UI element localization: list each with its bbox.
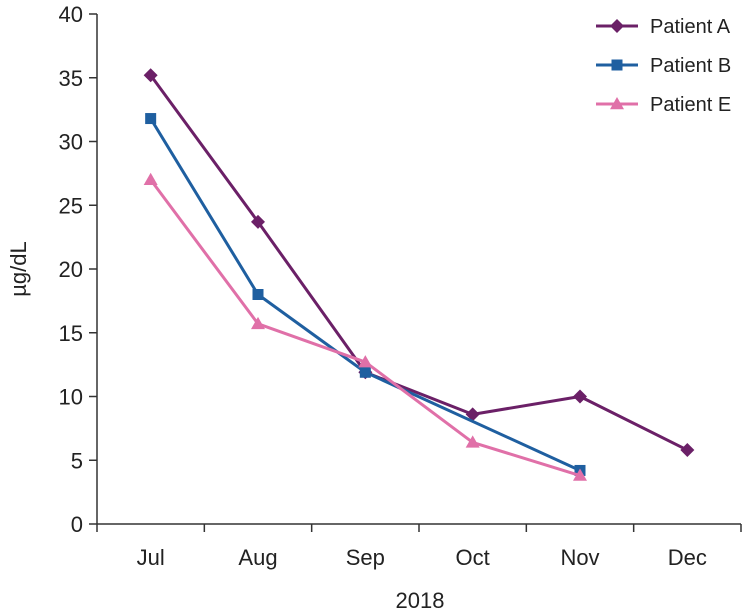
x-tick-label: Jul xyxy=(137,545,165,570)
data-point xyxy=(573,389,587,404)
y-tick-label: 25 xyxy=(59,193,83,218)
data-point xyxy=(573,468,587,481)
data-point xyxy=(143,172,158,185)
x-tick-label: Nov xyxy=(560,545,599,570)
series-patient-e xyxy=(143,172,587,481)
legend-item: Patient B xyxy=(596,55,731,77)
data-point xyxy=(680,443,695,458)
x-tick-label: Sep xyxy=(346,545,385,570)
y-tick-label: 20 xyxy=(59,257,83,282)
legend: Patient A Patient B Patient E xyxy=(596,16,731,116)
y-tick-label: 10 xyxy=(59,385,83,410)
axes xyxy=(96,14,741,525)
data-point xyxy=(359,366,371,378)
series-group xyxy=(143,68,695,481)
legend-label: Patient B xyxy=(650,55,731,77)
series-line xyxy=(149,74,689,452)
data-point xyxy=(251,316,265,330)
legend-marker xyxy=(611,59,623,71)
legend-marker xyxy=(610,19,624,33)
x-tick-label: Aug xyxy=(238,545,277,570)
y-tick-label: 35 xyxy=(59,66,83,91)
series-patient-b xyxy=(145,113,586,476)
y-tick-label: 0 xyxy=(71,512,83,537)
series-patient-a xyxy=(143,68,695,458)
legend-marker xyxy=(610,97,624,110)
data-point xyxy=(358,355,373,368)
data-point xyxy=(145,113,157,125)
legend-label: Patient A xyxy=(650,16,731,38)
legend-label: Patient E xyxy=(650,94,731,116)
x-tick-label: Oct xyxy=(456,545,490,570)
y-axis-title: µg/dL xyxy=(6,241,31,297)
y-tick-label: 5 xyxy=(71,448,83,473)
data-point xyxy=(251,214,265,229)
x-ticks: Jul Aug Sep Oct Nov Dec xyxy=(96,524,742,570)
y-ticks: 0 5 10 15 20 25 30 35 40 xyxy=(59,2,97,537)
legend-item: Patient A xyxy=(596,16,731,38)
y-tick-label: 30 xyxy=(59,130,83,155)
series-line xyxy=(149,117,581,472)
data-point xyxy=(252,289,264,300)
data-point xyxy=(143,68,158,83)
legend-item: Patient E xyxy=(596,94,731,116)
data-point xyxy=(465,407,480,422)
data-point xyxy=(465,435,480,448)
x-axis-title: 2018 xyxy=(396,588,445,612)
y-tick-label: 15 xyxy=(59,321,83,346)
x-tick-label: Dec xyxy=(668,545,707,570)
y-tick-label: 40 xyxy=(59,2,83,27)
